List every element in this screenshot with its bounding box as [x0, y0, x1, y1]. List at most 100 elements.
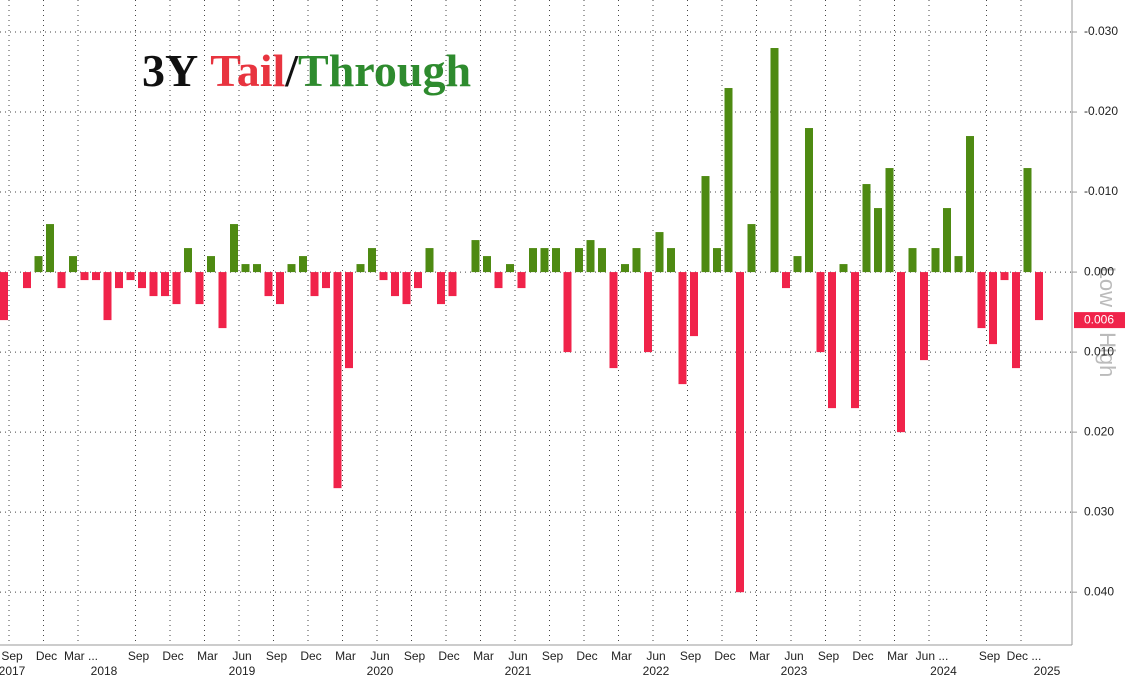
y-tick-label: 0.010 — [1084, 344, 1114, 358]
bar — [0, 272, 8, 321]
last-value-box — [1074, 312, 1125, 329]
bar — [115, 272, 123, 289]
bar — [506, 264, 514, 273]
x-tick-label: Mar ... — [64, 649, 98, 663]
bar — [402, 272, 411, 305]
bar — [724, 88, 733, 273]
x-tick-label: Mar — [197, 649, 218, 663]
bar — [897, 272, 905, 433]
bar — [310, 272, 319, 297]
bar — [954, 256, 963, 273]
bar — [437, 272, 445, 305]
x-year-label: 2022 — [643, 664, 670, 678]
bar — [230, 224, 238, 273]
bar — [828, 272, 836, 409]
bar — [69, 256, 77, 273]
bar — [448, 272, 457, 297]
x-tick-label: Jun — [646, 649, 665, 663]
bar — [747, 224, 756, 273]
x-tick-label: Mar — [611, 649, 632, 663]
x-tick-label: Mar — [887, 649, 908, 663]
bar — [391, 272, 399, 297]
bar — [701, 176, 710, 273]
bar — [598, 248, 606, 273]
bar — [931, 248, 940, 273]
bar — [172, 272, 181, 305]
bar — [839, 264, 848, 273]
bar — [885, 168, 894, 273]
x-year-label: 2020 — [367, 664, 394, 678]
bar — [874, 208, 882, 273]
bar — [483, 256, 491, 273]
bar — [552, 248, 560, 273]
bar — [1035, 272, 1043, 321]
x-tick-label: Sep — [680, 649, 702, 663]
y-tick-label: -0.020 — [1084, 104, 1118, 118]
bar — [161, 272, 169, 297]
x-tick-label: Sep — [404, 649, 426, 663]
x-tick-label: Sep — [128, 649, 150, 663]
bar — [287, 264, 296, 273]
bar — [241, 264, 250, 273]
y-tick-label: 0.000 — [1084, 264, 1114, 278]
bar — [368, 248, 376, 273]
bar — [138, 272, 146, 289]
bar — [414, 272, 422, 289]
title-part: / — [284, 45, 299, 96]
bar — [529, 248, 537, 273]
x-year-label: 2025 — [1034, 664, 1061, 678]
bar — [46, 224, 54, 273]
x-tick-label: Jun — [784, 649, 803, 663]
y-tick-label: 0.020 — [1084, 424, 1114, 438]
y-tick-label: 0.040 — [1084, 584, 1114, 598]
bar — [34, 256, 43, 273]
bar — [782, 272, 790, 289]
bar — [333, 272, 342, 489]
x-tick-label: Sep — [542, 649, 564, 663]
bar — [655, 232, 664, 273]
bar — [1023, 168, 1032, 273]
x-year-label: 2021 — [505, 664, 532, 678]
bar — [322, 272, 330, 289]
bar — [184, 248, 192, 273]
y-tick-label: -0.030 — [1084, 24, 1118, 38]
bar — [713, 248, 721, 273]
x-tick-label: Dec — [714, 649, 735, 663]
bar — [356, 264, 365, 273]
bar — [126, 272, 135, 281]
x-tick-label: Jun — [370, 649, 389, 663]
bar — [667, 248, 675, 273]
last-value-label: 0.006 — [1084, 312, 1114, 326]
bar — [563, 272, 572, 353]
x-tick-label: Dec — [300, 649, 321, 663]
x-tick-label: Dec — [438, 649, 459, 663]
bar — [862, 184, 871, 273]
bar — [851, 272, 859, 409]
x-tick-label: Jun ... — [916, 649, 949, 663]
bar — [471, 240, 480, 273]
x-tick-label: Jun — [232, 649, 251, 663]
bar — [92, 272, 100, 281]
bar — [149, 272, 158, 297]
bar — [977, 272, 986, 329]
bar — [678, 272, 687, 385]
x-tick-label: Sep — [979, 649, 1001, 663]
bar — [517, 272, 526, 289]
bar — [943, 208, 951, 273]
bar — [276, 272, 284, 305]
bar — [644, 272, 652, 353]
bar — [540, 248, 549, 273]
x-tick-label: Sep — [1, 649, 23, 663]
bar — [621, 264, 629, 273]
x-year-label: 2017 — [0, 664, 26, 678]
bar — [80, 272, 89, 281]
x-tick-label: Dec — [162, 649, 183, 663]
bar — [586, 240, 595, 273]
bar — [1012, 272, 1020, 369]
title-part: Tail — [210, 45, 285, 96]
bar — [908, 248, 917, 273]
x-year-label: 2018 — [91, 664, 118, 678]
title-part: Through — [298, 45, 471, 96]
bar — [57, 272, 66, 289]
